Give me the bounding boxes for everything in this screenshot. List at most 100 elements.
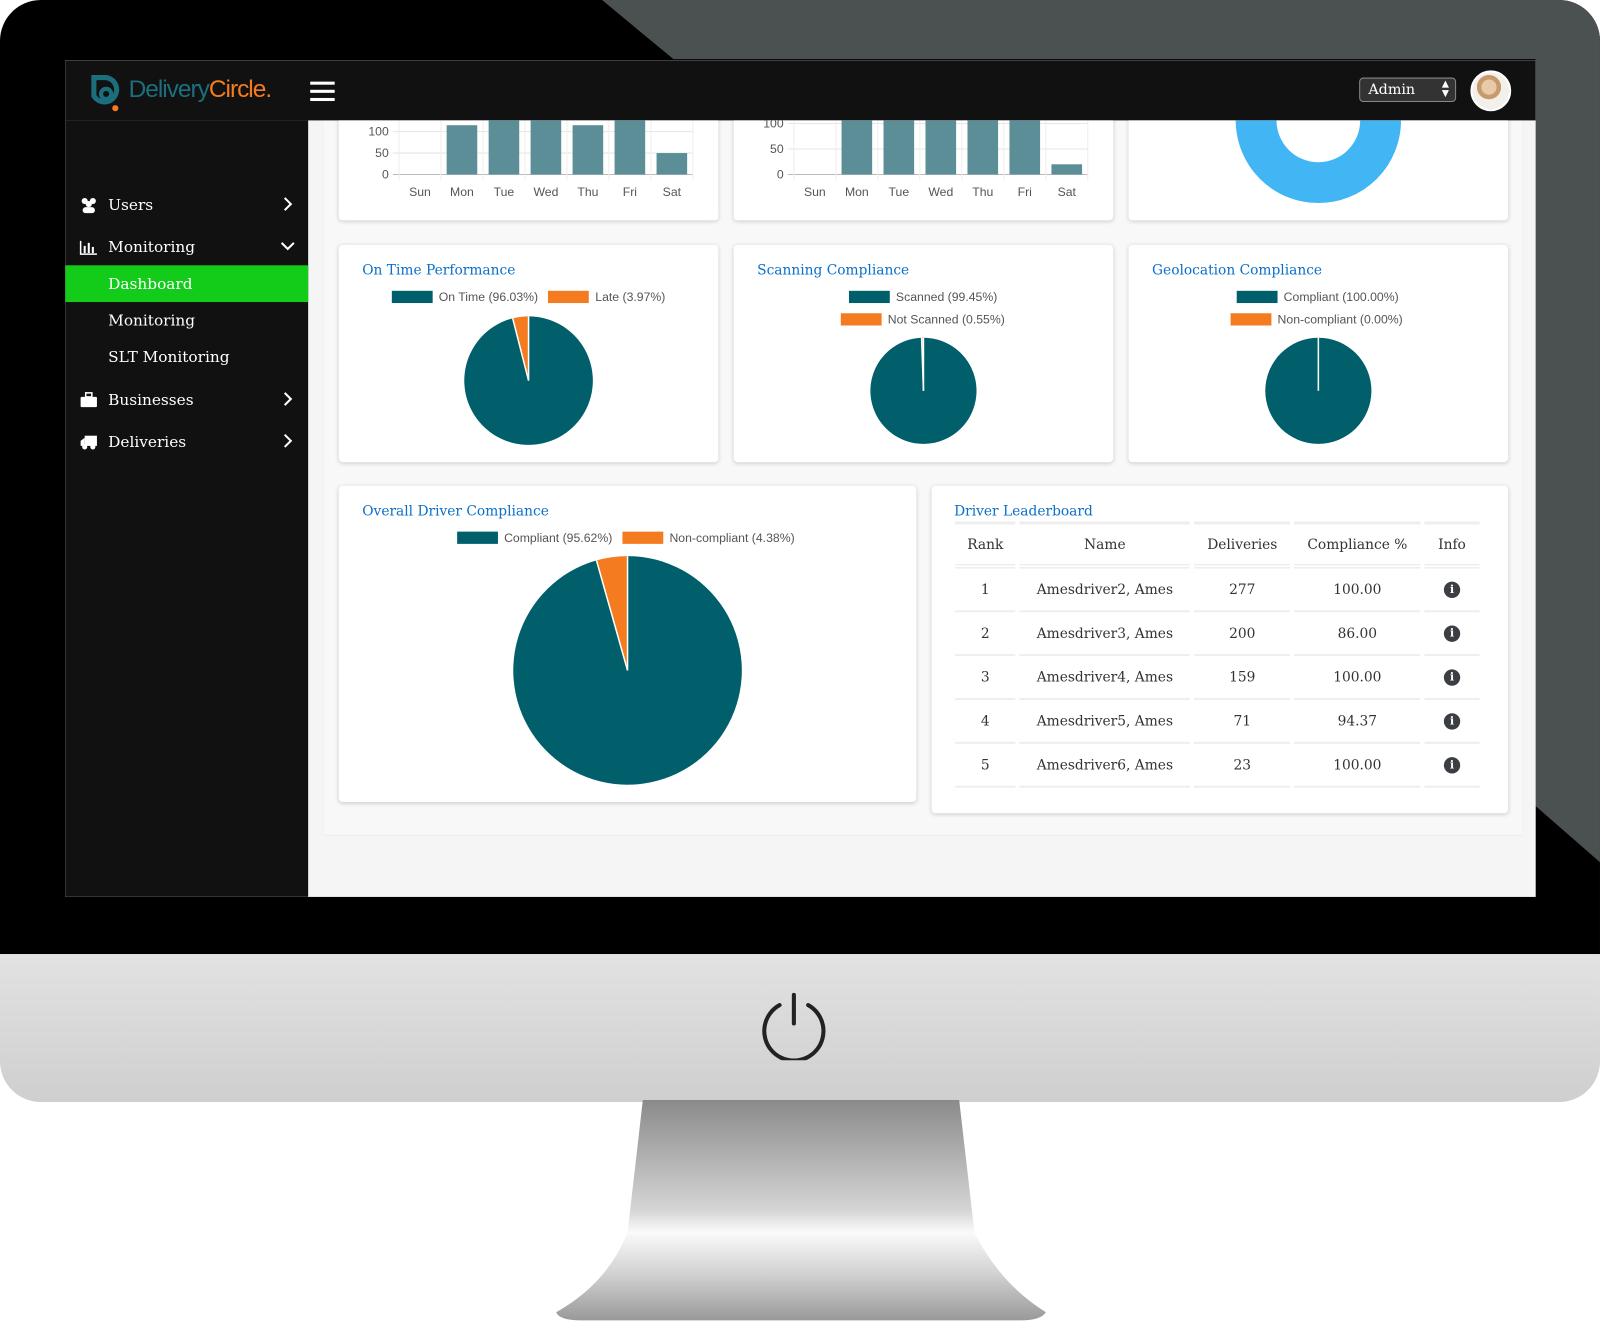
x-tick-label: Fri bbox=[623, 185, 637, 199]
sidebar-label: SLT Monitoring bbox=[108, 347, 230, 367]
column-name[interactable]: Name bbox=[1019, 521, 1191, 569]
info-icon[interactable]: i bbox=[1443, 757, 1461, 774]
x-tick-label: Mon bbox=[845, 185, 869, 199]
legend-swatch bbox=[391, 290, 433, 304]
sidebar-item-slt-monitoring[interactable]: SLT Monitoring bbox=[65, 339, 308, 376]
name-cell: Amesdriver4, Ames bbox=[1019, 656, 1191, 700]
main-content: 0 50 100 Sun Mon Tue Wed Thu Fri Sat 0 50 100 Sun Mon T… bbox=[308, 120, 1536, 897]
info-cell: i bbox=[1424, 744, 1480, 788]
on-time-title: On Time Performance bbox=[362, 262, 516, 279]
chevron-right-icon bbox=[283, 197, 293, 211]
sidebar-label: Dashboard bbox=[108, 274, 193, 293]
table-row[interactable]: 2 Amesdriver3, Ames 200 86.00 i bbox=[955, 612, 1480, 657]
info-icon[interactable]: i bbox=[1443, 581, 1461, 598]
slice-separator bbox=[595, 560, 629, 671]
compliance-cell: 100.00 bbox=[1294, 744, 1421, 788]
geo-legend-2[interactable]: Non-compliant (0.00%) bbox=[1230, 312, 1403, 327]
bar bbox=[446, 125, 478, 175]
role-select[interactable]: Admin ▲ ▼ bbox=[1359, 77, 1457, 103]
hamburger-menu-icon[interactable] bbox=[310, 81, 335, 102]
power-icon bbox=[762, 992, 826, 1061]
overall-title: Overall Driver Compliance bbox=[362, 503, 549, 520]
scanning-legend-2[interactable]: Not Scanned (0.55%) bbox=[840, 312, 1005, 327]
chevron-down-icon bbox=[280, 242, 295, 251]
table-row[interactable]: 3 Amesdriver4, Ames 159 100.00 i bbox=[955, 656, 1480, 700]
y-tick-label: 0 bbox=[777, 168, 784, 182]
slice-separator bbox=[511, 318, 530, 381]
y-tick-label: 100 bbox=[763, 120, 784, 130]
scanning-legend-1[interactable]: Scanned (99.45%) bbox=[848, 290, 997, 304]
x-tick-label: Thu bbox=[577, 185, 598, 199]
leaderboard-title: Driver Leaderboard bbox=[954, 503, 1093, 520]
bar-chart-card-2 bbox=[733, 120, 1114, 221]
info-cell: i bbox=[1424, 568, 1480, 613]
bar bbox=[656, 153, 688, 175]
geo-legend-1[interactable]: Compliant (100.00%) bbox=[1236, 290, 1399, 304]
sidebar-label: Monitoring bbox=[108, 311, 196, 330]
logo-circle: Circle. bbox=[208, 75, 272, 104]
rank-cell: 1 bbox=[955, 568, 1016, 613]
x-tick-label: Wed bbox=[533, 185, 558, 199]
x-tick-label: Thu bbox=[972, 185, 993, 199]
info-icon[interactable]: i bbox=[1443, 713, 1461, 730]
deliveries-cell: 71 bbox=[1194, 700, 1291, 744]
pie-slice bbox=[513, 556, 742, 785]
column-compliance[interactable]: Compliance % bbox=[1294, 521, 1421, 569]
legend-swatch bbox=[622, 531, 664, 544]
truck-icon bbox=[80, 435, 97, 450]
sidebar-item-monitoring[interactable]: Monitoring bbox=[65, 229, 308, 266]
slice-separator bbox=[920, 337, 925, 391]
x-tick-label: Tue bbox=[889, 185, 910, 199]
y-tick-label: 50 bbox=[770, 142, 784, 156]
bar bbox=[572, 125, 604, 175]
bar bbox=[530, 120, 562, 175]
table-row[interactable]: 5 Amesdriver6, Ames 23 100.00 i bbox=[955, 744, 1480, 788]
geo-title: Geolocation Compliance bbox=[1152, 262, 1323, 279]
table-header-row: Rank Name Deliveries Compliance % Info bbox=[955, 521, 1480, 569]
legend-swatch bbox=[548, 290, 590, 304]
overall-legend: Compliant (95.62%) Non-compliant (4.38%) bbox=[457, 531, 795, 545]
charts-layer: 0 50 100 Sun Mon Tue Wed Thu Fri Sat 0 50 100 Sun Mon T… bbox=[368, 120, 1401, 785]
screen: DeliveryCircle. Admin ▲ ▼ Users Monitoring bbox=[65, 60, 1536, 897]
column-rank[interactable]: Rank bbox=[955, 521, 1016, 569]
sidebar-label: Businesses bbox=[108, 390, 194, 410]
info-cell: i bbox=[1424, 612, 1480, 657]
sidebar-item-users[interactable]: Users bbox=[65, 187, 308, 224]
user-avatar[interactable] bbox=[1470, 70, 1512, 112]
bar bbox=[1009, 120, 1041, 175]
on-time-legend: On Time (96.03%) Late (3.97%) bbox=[391, 290, 665, 304]
sidebar-item-dashboard[interactable]: Dashboard bbox=[65, 265, 309, 303]
compliance-cell: 100.00 bbox=[1294, 568, 1421, 613]
sidebar-item-monitoring-sub[interactable]: Monitoring bbox=[65, 302, 308, 339]
donut-ring bbox=[1235, 120, 1401, 204]
select-arrows-icon: ▲ ▼ bbox=[1441, 79, 1449, 99]
bar-chart-icon bbox=[79, 240, 97, 255]
legend-swatch bbox=[1230, 313, 1272, 326]
table-row[interactable]: 1 Amesdriver2, Ames 277 100.00 i bbox=[955, 568, 1480, 613]
sidebar-item-businesses[interactable]: Businesses bbox=[65, 382, 308, 419]
info-cell: i bbox=[1424, 656, 1480, 700]
monitor-bezel: DeliveryCircle. Admin ▲ ▼ Users Monitoring bbox=[0, 0, 1600, 955]
column-info: Info bbox=[1424, 521, 1480, 569]
info-icon[interactable]: i bbox=[1443, 625, 1461, 642]
x-tick-label: Sat bbox=[663, 185, 682, 199]
column-deliveries[interactable]: Deliveries bbox=[1194, 521, 1291, 569]
sidebar-label: Deliveries bbox=[108, 432, 187, 452]
name-cell: Amesdriver6, Ames bbox=[1019, 744, 1191, 788]
x-tick-label: Sat bbox=[1058, 185, 1077, 199]
deliveries-cell: 23 bbox=[1194, 744, 1291, 788]
role-select-value: Admin bbox=[1368, 81, 1416, 98]
bar bbox=[925, 120, 957, 175]
x-tick-label: Wed bbox=[928, 185, 953, 199]
legend-swatch bbox=[1236, 290, 1278, 304]
sidebar: Users Monitoring Dashboard Monitoring SL… bbox=[65, 120, 309, 897]
logo-icon bbox=[91, 74, 120, 112]
table-row[interactable]: 4 Amesdriver5, Ames 71 94.37 i bbox=[955, 700, 1480, 744]
x-tick-label: Tue bbox=[494, 185, 515, 199]
bar bbox=[883, 120, 915, 175]
info-icon[interactable]: i bbox=[1443, 669, 1461, 686]
compliance-cell: 94.37 bbox=[1294, 700, 1421, 744]
sidebar-item-deliveries[interactable]: Deliveries bbox=[65, 423, 308, 460]
chevron-right-icon bbox=[283, 433, 293, 448]
deliveries-cell: 277 bbox=[1194, 568, 1291, 613]
